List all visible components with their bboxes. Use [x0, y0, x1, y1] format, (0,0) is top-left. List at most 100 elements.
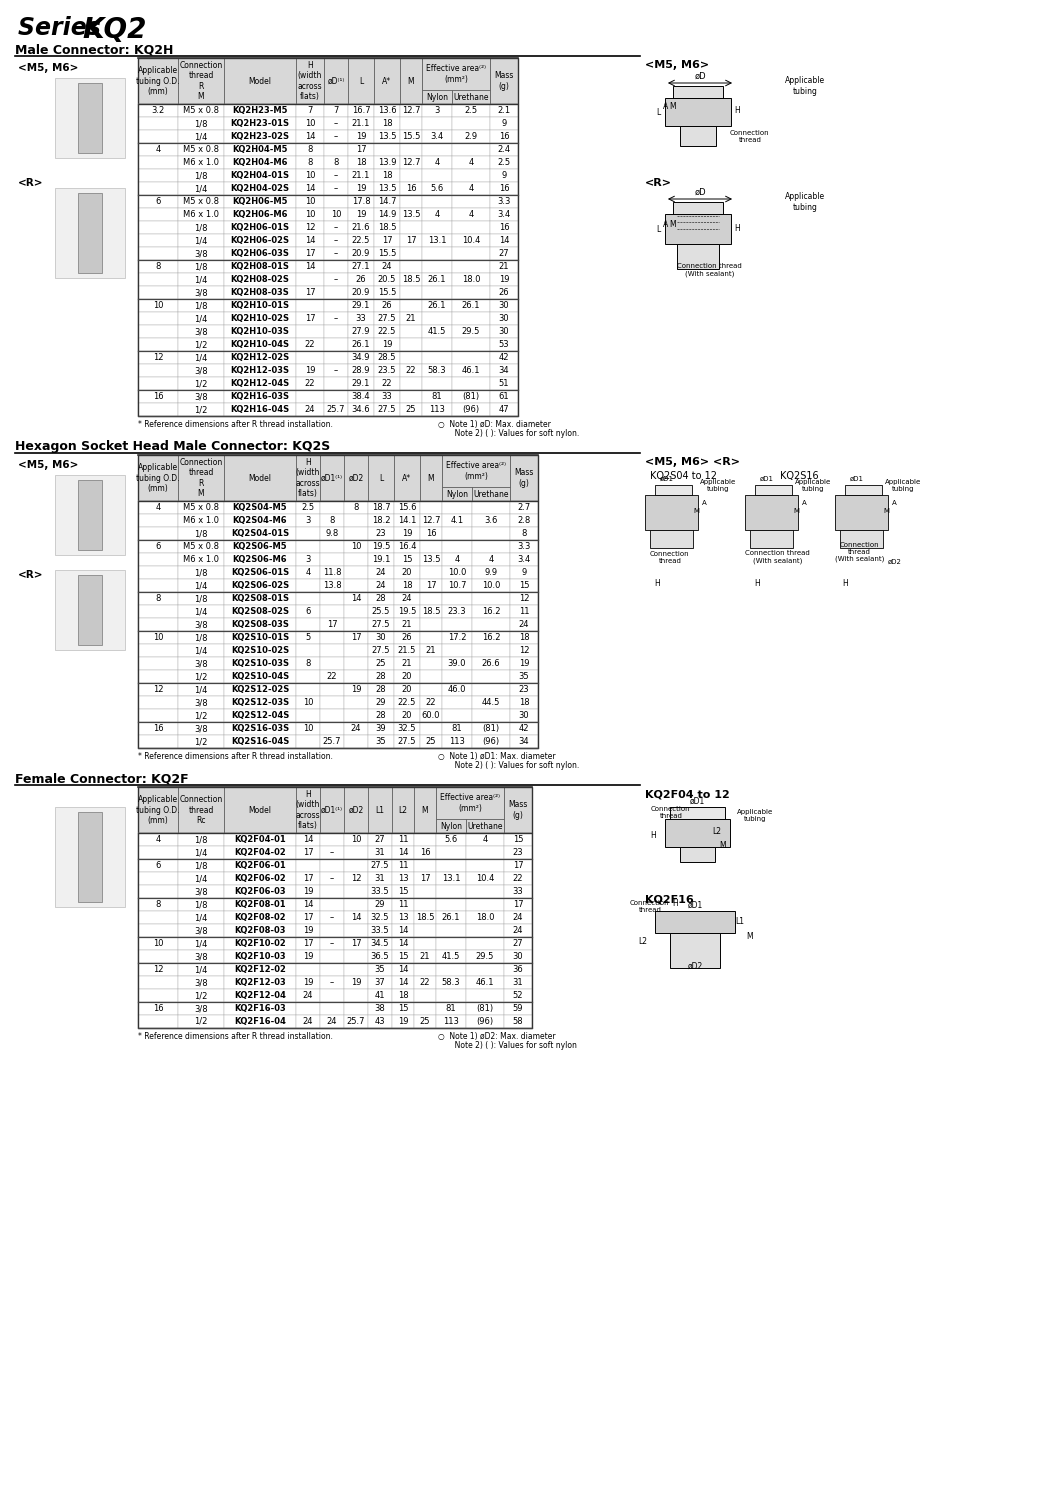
Text: A: A — [702, 501, 706, 507]
Bar — [178, 103, 224, 117]
Text: 3: 3 — [435, 106, 440, 115]
Text: 24: 24 — [513, 926, 524, 935]
Bar — [344, 884, 368, 898]
Text: 3/8: 3/8 — [194, 926, 208, 935]
Text: 16: 16 — [420, 848, 430, 857]
Bar — [374, 103, 400, 117]
Bar — [296, 723, 320, 735]
Bar — [320, 937, 344, 950]
Text: 3/8: 3/8 — [194, 366, 208, 375]
Bar — [224, 181, 296, 195]
Bar — [138, 501, 538, 748]
Text: 32.5: 32.5 — [398, 724, 417, 733]
Bar — [320, 567, 344, 579]
Text: <M5, M6>: <M5, M6> — [18, 460, 78, 471]
Bar — [178, 709, 224, 723]
Bar — [296, 501, 320, 514]
Bar — [490, 195, 518, 208]
Bar — [224, 364, 296, 378]
Text: KQ2H06-03S: KQ2H06-03S — [231, 249, 289, 258]
Text: 58: 58 — [513, 1016, 524, 1025]
Bar — [374, 337, 400, 351]
Bar — [414, 859, 436, 872]
Bar — [224, 403, 296, 417]
Text: 24: 24 — [402, 594, 412, 603]
Bar — [490, 130, 518, 142]
Text: 15: 15 — [398, 1004, 408, 1013]
Bar — [138, 670, 178, 684]
Bar — [296, 259, 324, 273]
Bar — [368, 735, 394, 748]
Text: 17: 17 — [351, 938, 361, 947]
Text: KQ2S08-01S: KQ2S08-01S — [231, 594, 289, 603]
Bar — [452, 403, 490, 417]
Bar — [296, 273, 324, 286]
Bar — [348, 390, 374, 403]
Bar — [392, 845, 414, 859]
Bar — [344, 787, 368, 833]
Text: 1/4: 1/4 — [194, 913, 208, 922]
Bar — [324, 169, 348, 181]
Bar — [420, 735, 442, 748]
Text: 15.5: 15.5 — [402, 132, 420, 141]
Bar — [178, 579, 224, 592]
Bar — [178, 298, 224, 312]
Bar — [472, 553, 510, 567]
Bar — [400, 351, 422, 364]
Text: 14: 14 — [398, 938, 408, 947]
Bar — [348, 208, 374, 220]
Text: 3/8: 3/8 — [194, 724, 208, 733]
Bar — [442, 631, 472, 645]
Bar — [400, 364, 422, 378]
Bar — [673, 202, 723, 214]
Text: 22: 22 — [305, 379, 315, 388]
Text: 3/8: 3/8 — [194, 393, 208, 402]
Text: KQ2F16-03: KQ2F16-03 — [234, 1004, 286, 1013]
Bar — [348, 298, 374, 312]
Text: 47: 47 — [498, 405, 509, 414]
Bar — [394, 606, 420, 618]
Bar — [324, 286, 348, 298]
Text: 21.6: 21.6 — [352, 223, 370, 232]
Bar — [452, 312, 490, 325]
Bar — [504, 833, 532, 845]
Text: KQ2H10-01S: KQ2H10-01S — [230, 301, 289, 310]
Bar — [368, 937, 392, 950]
Bar — [510, 606, 538, 618]
Bar — [344, 1015, 368, 1028]
Text: 9.9: 9.9 — [484, 568, 497, 577]
Bar — [138, 735, 178, 748]
Text: 26: 26 — [356, 274, 367, 283]
Text: * Reference dimensions after R thread installation.: * Reference dimensions after R thread in… — [138, 1031, 333, 1040]
Bar — [348, 169, 374, 181]
Bar — [394, 553, 420, 567]
Bar — [348, 403, 374, 417]
Text: 19.5: 19.5 — [398, 607, 417, 616]
Text: 2.4: 2.4 — [497, 145, 511, 154]
Text: 13.5: 13.5 — [377, 184, 396, 193]
Text: 53: 53 — [498, 340, 509, 349]
Bar — [178, 259, 224, 273]
Text: 18: 18 — [382, 171, 392, 180]
Bar — [320, 696, 344, 709]
Text: 10: 10 — [305, 171, 315, 180]
Bar — [224, 1001, 296, 1015]
Bar — [296, 117, 324, 130]
Text: Connection
thread
(With sealant): Connection thread (With sealant) — [835, 541, 884, 562]
Bar — [348, 247, 374, 259]
Text: 20: 20 — [402, 711, 412, 720]
Bar — [296, 872, 320, 884]
Text: 25: 25 — [420, 1016, 430, 1025]
Bar — [414, 950, 436, 962]
Bar — [320, 709, 344, 723]
Text: 27.5: 27.5 — [377, 405, 396, 414]
Bar — [400, 181, 422, 195]
Bar — [472, 540, 510, 553]
Text: <R>: <R> — [18, 570, 43, 580]
Bar — [224, 337, 296, 351]
Bar — [138, 298, 178, 312]
Bar — [472, 501, 510, 514]
Bar — [138, 103, 178, 117]
Bar — [466, 989, 503, 1001]
Bar — [755, 486, 792, 495]
